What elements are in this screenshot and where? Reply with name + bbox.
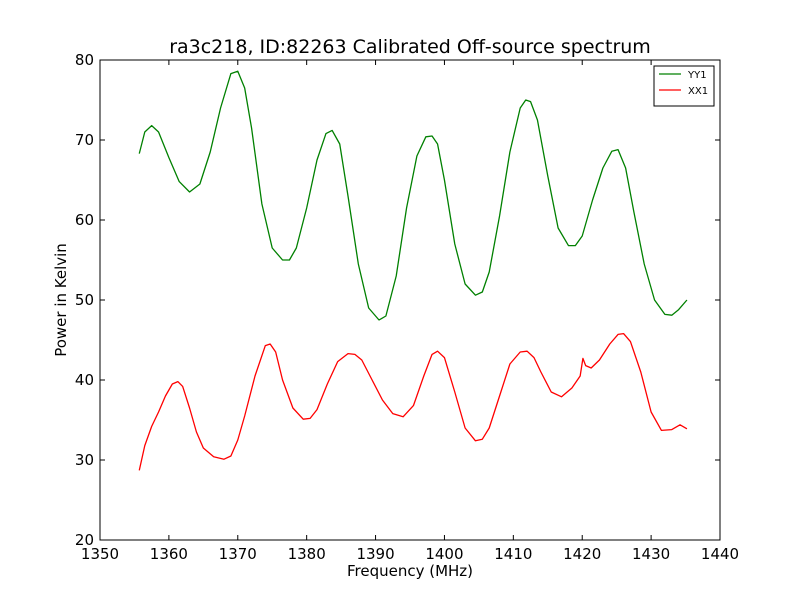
y-axis-label: Power in Kelvin [52,243,70,357]
x-axis-label: Frequency (MHz) [347,562,473,580]
y-tick-label: 70 [75,131,94,149]
legend-label-xx1: XX1 [688,86,708,97]
y-tick-label: 40 [75,371,94,389]
x-tick-label: 1390 [356,545,394,563]
x-tick-label: 1420 [563,545,601,563]
x-tick-label: 1410 [494,545,532,563]
y-tick-label: 80 [75,51,94,69]
y-tick-label: 50 [75,291,94,309]
series-line-yy1 [138,70,688,321]
x-tick-label: 1440 [701,545,739,563]
x-axis: 1350 1360 1370 1380 1390 1400 1410 1420 1430 1440 [81,60,739,563]
x-tick-label: 1430 [632,545,670,563]
y-tick-label: 30 [75,451,94,469]
y-tick-label: 20 [75,531,94,549]
x-tick-label: 1370 [219,545,257,563]
chart-title: ra3c218, ID:82263 Calibrated Off-source … [169,36,651,58]
y-axis: 20 30 40 50 60 70 80 [75,51,720,549]
x-tick-label: 1360 [150,545,188,563]
x-tick-label: 1350 [81,545,119,563]
series-line-xx1 [138,332,688,471]
x-tick-label: 1380 [288,545,326,563]
legend-label-yy1: YY1 [687,70,707,81]
plot-series [138,70,688,471]
x-tick-label: 1400 [425,545,463,563]
legend-box [653,65,715,107]
y-tick-label: 60 [75,211,94,229]
